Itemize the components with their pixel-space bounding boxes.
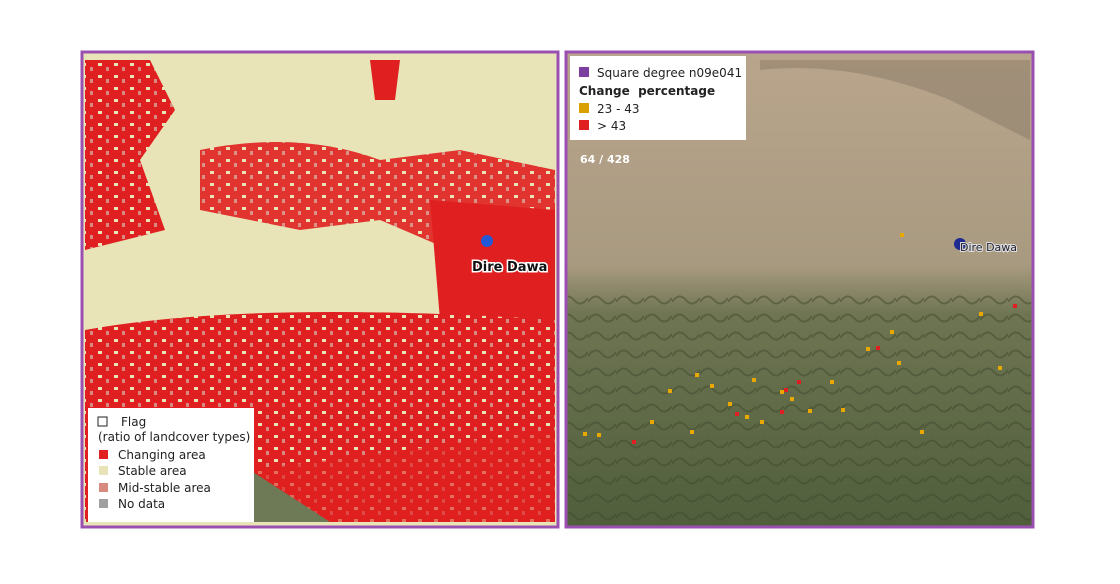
change-cell: [790, 397, 794, 401]
change-cell: [876, 346, 880, 350]
change-cell: [998, 366, 1002, 370]
legend: Square degree n09e041 Change percentage …: [570, 56, 746, 140]
legend-title: Change percentage: [579, 84, 715, 98]
change-area: [430, 200, 555, 330]
change-cell: [745, 415, 749, 419]
legend-item: > 43: [597, 119, 626, 133]
change-cell: [583, 432, 587, 436]
place-label: Dire Dawa: [960, 241, 1017, 254]
change-cell: [780, 410, 784, 414]
no-data: [250, 470, 330, 522]
change-cell: [784, 388, 788, 392]
change-cell: [841, 408, 845, 412]
legend-swatch: [99, 499, 108, 508]
right-map: Dire Dawa Square degree n09e041 Change p…: [564, 50, 1035, 529]
change-cell: [695, 373, 699, 377]
terrain: [568, 290, 1031, 525]
change-cell: [760, 420, 764, 424]
change-cell: [830, 380, 834, 384]
change-cell: [866, 347, 870, 351]
change-cell: [1013, 304, 1017, 308]
change-cell: [632, 440, 636, 444]
change-cell: [897, 361, 901, 365]
city-marker: [954, 238, 966, 250]
change-area: [370, 60, 400, 100]
change-area: [85, 60, 175, 250]
change-cell: [710, 384, 714, 388]
terrain: [760, 60, 1030, 140]
change-cell: [668, 389, 672, 393]
legend-item: No data: [118, 497, 165, 511]
change-cell: [728, 402, 732, 406]
change-cell: [690, 430, 694, 434]
legend: Flag (ratio of landcover types) Changing…: [88, 408, 254, 522]
legend-swatch: [99, 483, 108, 492]
change-cell: [890, 330, 894, 334]
legend-swatch: [579, 120, 589, 130]
counter: 64 / 428: [580, 153, 630, 166]
legend-item: Changing area: [118, 448, 206, 462]
change-cell: [597, 433, 601, 437]
change-cell: [920, 430, 924, 434]
legend-swatch: [579, 67, 589, 77]
legend-title: Flag: [121, 415, 146, 429]
legend-swatch: [99, 450, 108, 459]
left-map: Dire Dawa Flag (ratio of landcover types…: [80, 50, 560, 529]
change-cell: [979, 312, 983, 316]
change-cell: [797, 380, 801, 384]
change-cells: [583, 233, 1017, 444]
change-cell: [752, 378, 756, 382]
change-cell: [808, 409, 812, 413]
legend-subtitle: (ratio of landcover types): [98, 430, 250, 444]
city-marker: [481, 235, 493, 247]
legend-layer: Square degree n09e041: [597, 66, 742, 80]
legend-box: [570, 56, 746, 140]
legend-swatch: [97, 416, 108, 427]
legend-item: 23 - 43: [597, 102, 640, 116]
place-label: Dire Dawa: [472, 260, 547, 275]
change-area: [250, 430, 555, 522]
legend-box: [88, 408, 254, 522]
legend-swatch: [99, 466, 108, 475]
change-cell: [780, 390, 784, 394]
legend-swatch: [579, 103, 589, 113]
legend-item: Stable area: [118, 464, 187, 478]
change-cell: [900, 233, 904, 237]
legend-item: Mid-stable area: [118, 481, 211, 495]
change-cell: [735, 412, 739, 416]
change-cell: [650, 420, 654, 424]
